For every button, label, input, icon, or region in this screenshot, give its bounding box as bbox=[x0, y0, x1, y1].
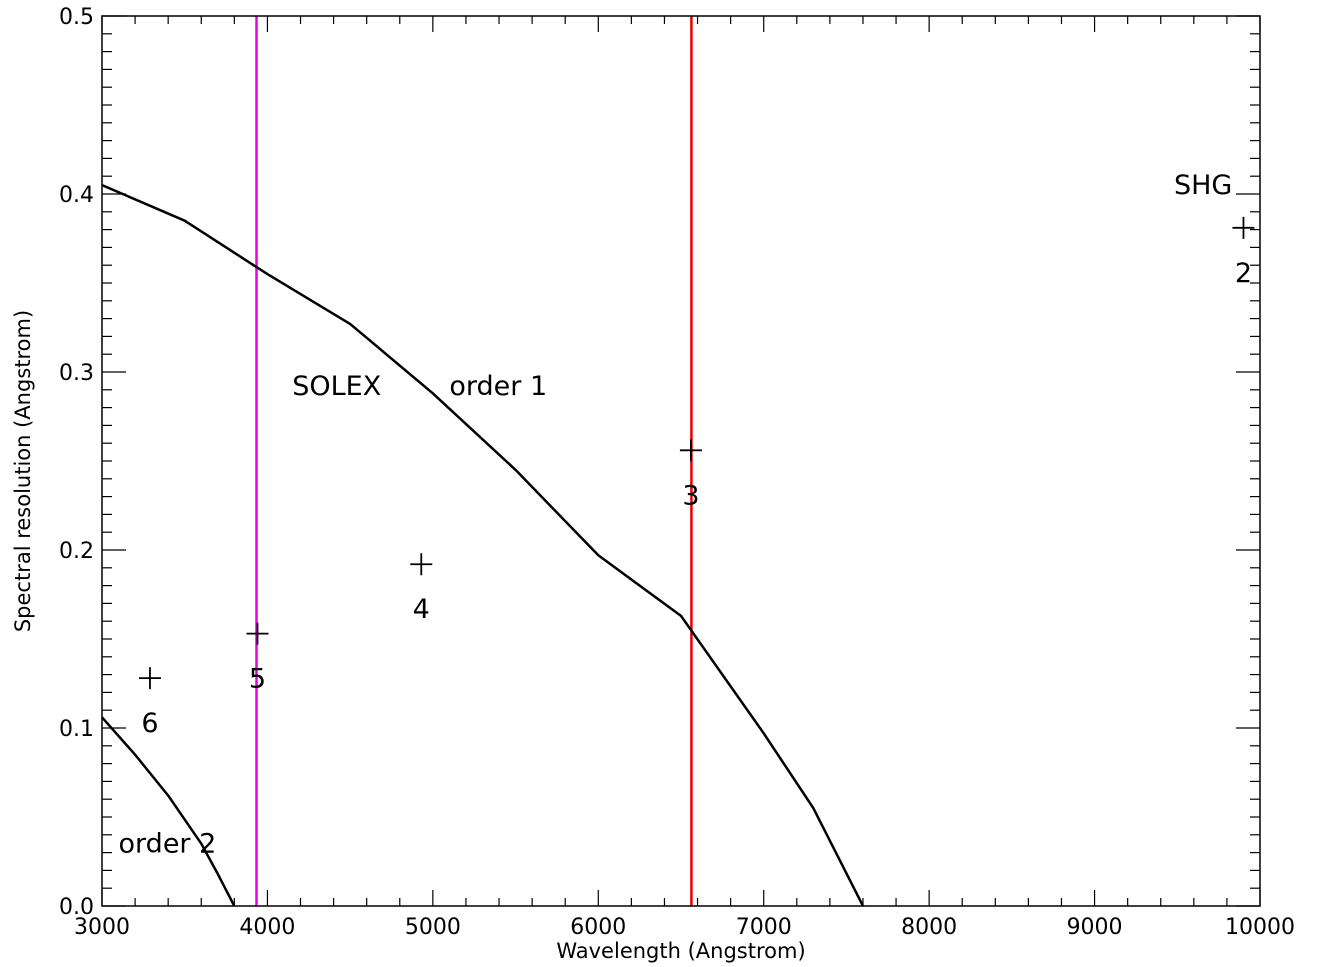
vertical-lines bbox=[255, 16, 693, 906]
x-axis-title: Wavelength (Angstrom) bbox=[556, 939, 805, 963]
curves bbox=[101, 183, 865, 907]
point-label: 3 bbox=[682, 480, 699, 511]
x-tick-label: 10000 bbox=[1225, 915, 1295, 940]
point-label: 6 bbox=[141, 708, 158, 739]
x-tick-label: 5000 bbox=[405, 915, 461, 940]
x-tick-label: 6000 bbox=[570, 915, 626, 940]
x-tick-label: 9000 bbox=[1067, 915, 1123, 940]
annotation-text: SHG bbox=[1174, 170, 1232, 201]
annotation-text: SOLEX bbox=[292, 371, 381, 402]
axis-ticks bbox=[101, 15, 1261, 907]
axis-tick-labels: 3000 4000 5000 6000 7000 8000 9000 10000 0.0 0.1 0… bbox=[59, 5, 1295, 940]
y-tick-label: 0.2 bbox=[59, 539, 94, 564]
x-tick-label: 8000 bbox=[901, 915, 957, 940]
y-tick-label: 0.1 bbox=[59, 717, 94, 742]
plot-frame bbox=[101, 15, 1261, 907]
point-label: 5 bbox=[249, 664, 266, 695]
y-tick-label: 0.5 bbox=[59, 5, 94, 30]
curve-line bbox=[101, 716, 236, 907]
y-axis-title: Spectral resolution (Angstrom) bbox=[11, 310, 35, 632]
curve-line bbox=[101, 183, 865, 907]
y-tick-label: 0.0 bbox=[59, 895, 94, 920]
point-label: 2 bbox=[1235, 258, 1252, 289]
annotation-text: order 2 bbox=[119, 829, 217, 860]
data-points: 2 3 4 5 6 bbox=[138, 216, 1255, 739]
x-tick-label: 3000 bbox=[74, 915, 130, 940]
y-tick-label: 0.3 bbox=[59, 361, 94, 386]
x-tick-label: 4000 bbox=[239, 915, 295, 940]
y-tick-label: 0.4 bbox=[59, 183, 94, 208]
x-tick-label: 7000 bbox=[736, 915, 792, 940]
annotations: SOLEX order 1 order 2 SHG bbox=[119, 170, 1233, 860]
annotation-text: order 1 bbox=[449, 371, 547, 402]
point-label: 4 bbox=[413, 594, 430, 625]
